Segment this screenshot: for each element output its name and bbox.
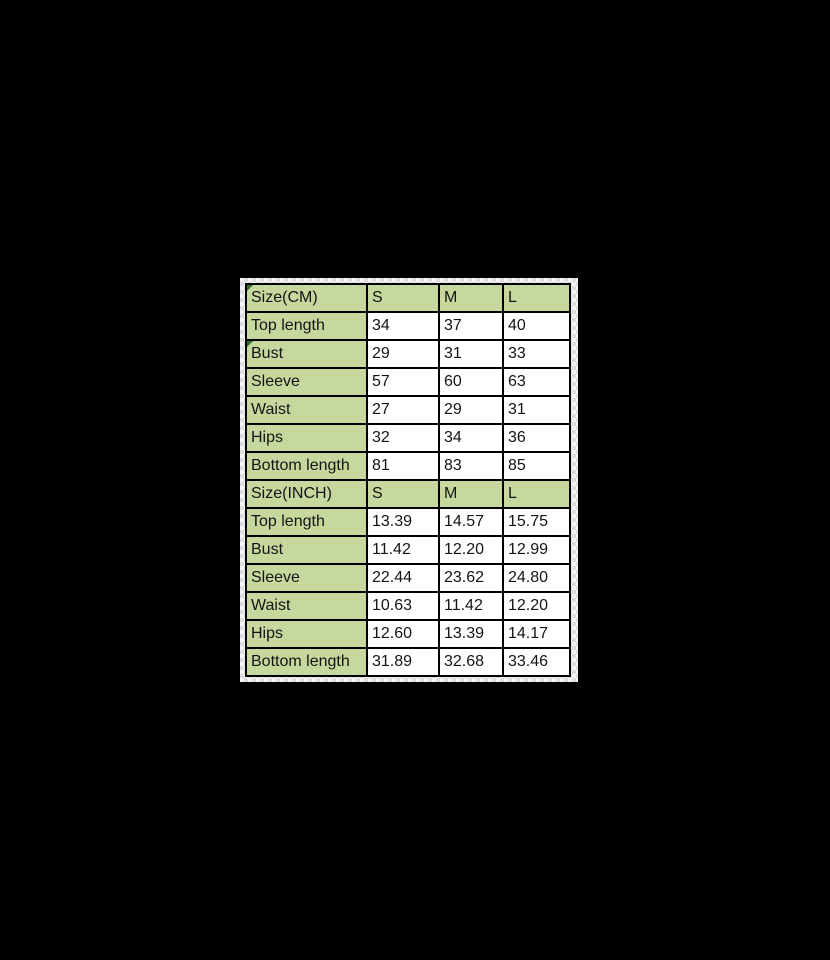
value-cell: 10.63 xyxy=(366,591,440,621)
measurement-row: Bottom length 81 83 85 xyxy=(245,451,571,481)
measurement-row: Bottom length 31.89 32.68 33.46 xyxy=(245,647,571,677)
measurement-row: Sleeve 22.44 23.62 24.80 xyxy=(245,563,571,593)
size-chart-table: Size(CM) S M L Top length 34 37 40 Bust 29 31 33 Sle… xyxy=(245,283,571,677)
header-size-cell: S xyxy=(366,479,440,509)
header-label-cell: Size(CM) xyxy=(245,283,368,313)
measurement-row: Sleeve 57 60 63 xyxy=(245,367,571,397)
measurement-row: Waist 27 29 31 xyxy=(245,395,571,425)
header-size-cell: M xyxy=(438,479,504,509)
measurement-row: Bust 29 31 33 xyxy=(245,339,571,369)
value-cell: 34 xyxy=(366,311,440,341)
value-cell: 13.39 xyxy=(366,507,440,537)
value-cell: 34 xyxy=(438,423,504,453)
value-cell: 83 xyxy=(438,451,504,481)
value-cell: 27 xyxy=(366,395,440,425)
measurement-row: Waist 10.63 11.42 12.20 xyxy=(245,591,571,621)
value-cell: 12.60 xyxy=(366,619,440,649)
row-label-cell: Top length xyxy=(245,311,368,341)
measurement-row: Hips 12.60 13.39 14.17 xyxy=(245,619,571,649)
size-chart-body: Size(CM) S M L Top length 34 37 40 Bust 29 31 33 Sle… xyxy=(245,283,571,677)
value-cell: 15.75 xyxy=(502,507,571,537)
measurement-row: Top length 34 37 40 xyxy=(245,311,571,341)
value-cell: 24.80 xyxy=(502,563,571,593)
row-label-cell: Sleeve xyxy=(245,563,368,593)
header-size-cell: L xyxy=(502,479,571,509)
value-cell: 33.46 xyxy=(502,647,571,677)
value-cell: 31.89 xyxy=(366,647,440,677)
row-label-cell: Waist xyxy=(245,395,368,425)
row-label-cell: Bust xyxy=(245,339,368,369)
value-cell: 11.42 xyxy=(366,535,440,565)
header-row: Size(CM) S M L xyxy=(245,283,571,313)
value-cell: 33 xyxy=(502,339,571,369)
value-cell: 81 xyxy=(366,451,440,481)
value-cell: 32 xyxy=(366,423,440,453)
row-label-cell: Hips xyxy=(245,619,368,649)
value-cell: 60 xyxy=(438,367,504,397)
value-cell: 11.42 xyxy=(438,591,504,621)
measurement-row: Top length 13.39 14.57 15.75 xyxy=(245,507,571,537)
value-cell: 40 xyxy=(502,311,571,341)
header-label-cell: Size(INCH) xyxy=(245,479,368,509)
size-chart-frame: Size(CM) S M L Top length 34 37 40 Bust 29 31 33 Sle… xyxy=(240,278,578,682)
row-label-cell: Waist xyxy=(245,591,368,621)
header-size-cell: S xyxy=(366,283,440,313)
value-cell: 12.20 xyxy=(438,535,504,565)
value-cell: 63 xyxy=(502,367,571,397)
value-cell: 31 xyxy=(438,339,504,369)
row-label-cell: Bottom length xyxy=(245,451,368,481)
value-cell: 37 xyxy=(438,311,504,341)
value-cell: 85 xyxy=(502,451,571,481)
value-cell: 36 xyxy=(502,423,571,453)
value-cell: 14.17 xyxy=(502,619,571,649)
value-cell: 12.99 xyxy=(502,535,571,565)
value-cell: 14.57 xyxy=(438,507,504,537)
measurement-row: Bust 11.42 12.20 12.99 xyxy=(245,535,571,565)
value-cell: 29 xyxy=(366,339,440,369)
row-label-cell: Hips xyxy=(245,423,368,453)
header-size-cell: L xyxy=(502,283,571,313)
measurement-row: Hips 32 34 36 xyxy=(245,423,571,453)
value-cell: 32.68 xyxy=(438,647,504,677)
value-cell: 23.62 xyxy=(438,563,504,593)
value-cell: 57 xyxy=(366,367,440,397)
header-size-cell: M xyxy=(438,283,504,313)
value-cell: 31 xyxy=(502,395,571,425)
row-label-cell: Bottom length xyxy=(245,647,368,677)
value-cell: 22.44 xyxy=(366,563,440,593)
value-cell: 29 xyxy=(438,395,504,425)
value-cell: 12.20 xyxy=(502,591,571,621)
row-label-cell: Top length xyxy=(245,507,368,537)
row-label-cell: Sleeve xyxy=(245,367,368,397)
value-cell: 13.39 xyxy=(438,619,504,649)
row-label-cell: Bust xyxy=(245,535,368,565)
header-row: Size(INCH) S M L xyxy=(245,479,571,509)
